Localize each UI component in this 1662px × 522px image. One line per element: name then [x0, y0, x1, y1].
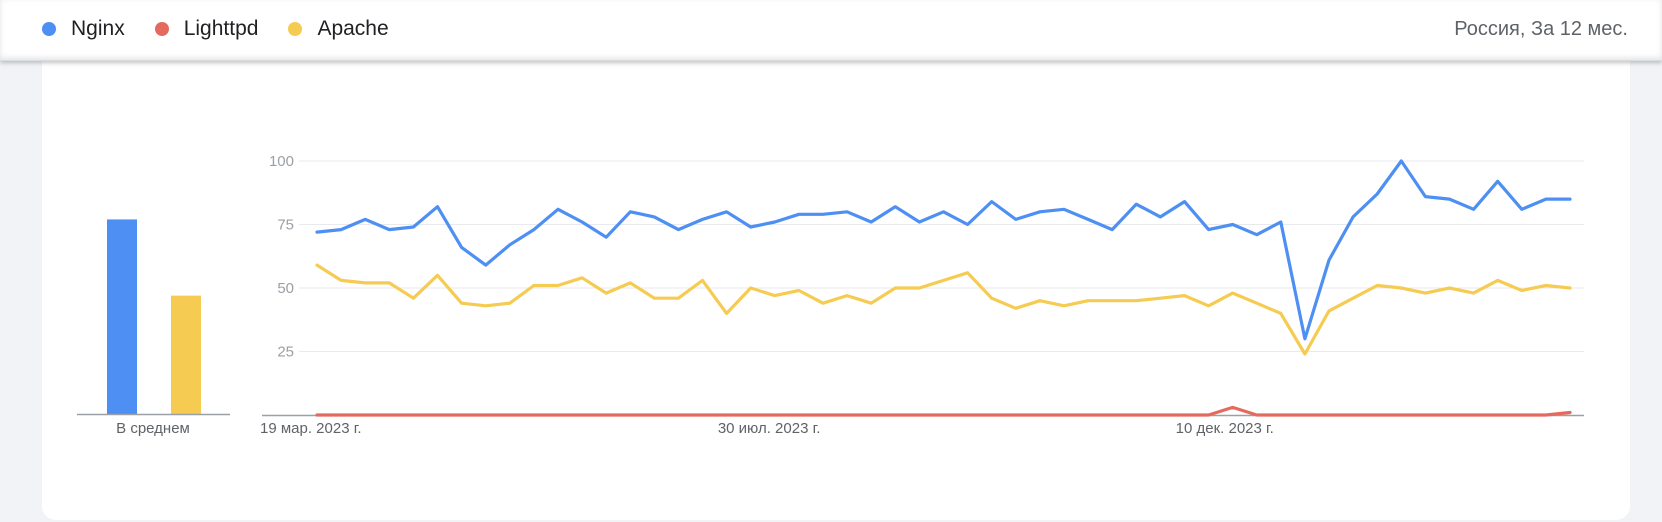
legend-label-apache: Apache [317, 17, 389, 40]
legend-dot-lighttpd [154, 22, 169, 36]
legend-dot-nginx [42, 22, 56, 36]
legend-header: Nginx Lighttpd Apache Россия, За 12 мес. [0, 0, 1662, 61]
legend-dot-apache [288, 22, 303, 36]
average-category-label: В среднем [116, 420, 190, 437]
y-tick-label-75: 75 [277, 217, 294, 234]
average-bar-apache [171, 295, 201, 414]
legend: Nginx Lighttpd Apache [42, 0, 419, 58]
series-line-lighttpd [315, 405, 1572, 417]
series-line-nginx [315, 159, 1572, 341]
average-bar-nginx [107, 219, 137, 414]
y-tick-label-25: 25 [277, 344, 294, 361]
legend-label-nginx: Nginx [71, 17, 125, 40]
legend-item-lighttpd[interactable]: Lighttpd [154, 17, 259, 41]
y-tick-label-50: 50 [277, 280, 294, 297]
series-line-apache [315, 263, 1572, 356]
x-tick-label-1: 30 июл. 2023 г. [718, 420, 821, 437]
legend-label-lighttpd: Lighttpd [183, 17, 259, 40]
chart-card [42, 50, 1630, 520]
legend-item-nginx[interactable]: Nginx [42, 17, 125, 41]
legend-item-apache[interactable]: Apache [288, 17, 389, 41]
x-tick-label-2: 10 дек. 2023 г. [1176, 420, 1274, 437]
region-period-label: Россия, За 12 мес. [1454, 18, 1628, 40]
y-tick-label-100: 100 [269, 153, 294, 170]
x-tick-label-0: 19 мар. 2023 г. [260, 420, 362, 437]
